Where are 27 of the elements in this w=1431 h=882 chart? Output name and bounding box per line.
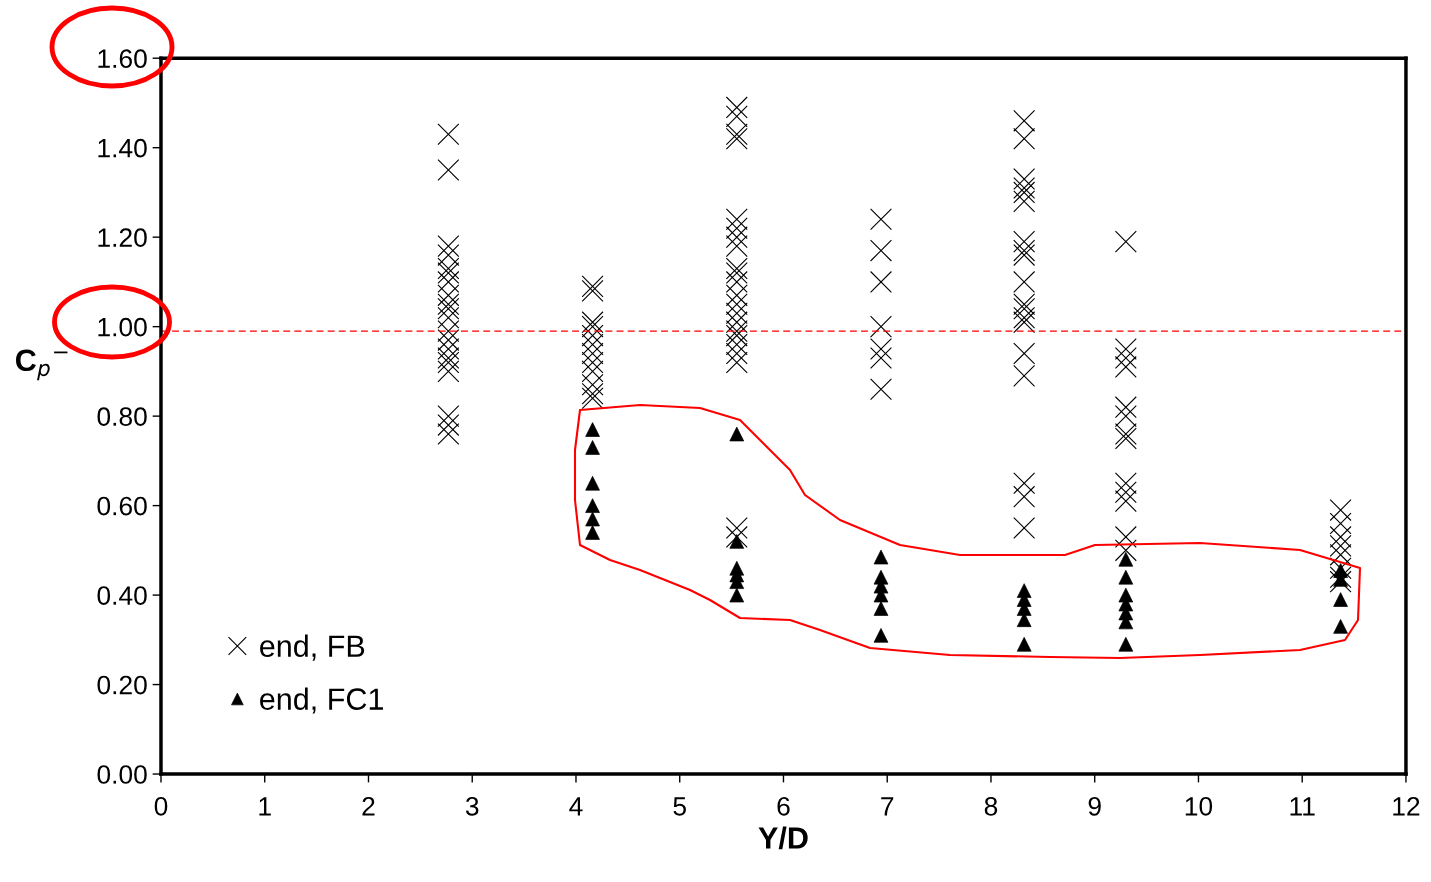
y-tick-label: 0.60 — [97, 496, 147, 516]
x-tick-label: 11 — [1290, 797, 1315, 816]
x-tick-label: 4 — [569, 797, 583, 816]
y-tick-label: 1.40 — [98, 138, 147, 158]
y-tick-label: 1.20 — [98, 228, 147, 247]
x-tick-label: 7 — [881, 797, 894, 816]
y-axis-title: C$_{p}$$^{−}$ — [16, 349, 68, 381]
y-tick-label: 0.80 — [97, 407, 147, 426]
point — [1333, 592, 1348, 607]
x-tick-label: 2 — [362, 796, 375, 816]
x-tick-label: 12 — [1393, 796, 1420, 816]
y-tick-label: 0.40 — [97, 586, 147, 605]
legend-label: end, FC1 — [260, 687, 383, 714]
x-tick-label: 0 — [154, 796, 168, 816]
x-tick-label: 9 — [1088, 796, 1101, 816]
y-tick-label: 1.00 — [98, 317, 147, 337]
y-tick-label: 0.20 — [97, 675, 147, 695]
x-tick-label: 6 — [777, 796, 790, 816]
x-tick-label: 8 — [984, 796, 998, 816]
y-tick-label: 1.60 — [98, 49, 147, 69]
x-axis-title: Y/D — [758, 826, 808, 850]
x-tick-label: 10 — [1185, 796, 1213, 816]
x-tick-label: 5 — [673, 797, 686, 816]
x-tick-label: 3 — [465, 796, 479, 816]
x-tick-label: 1 — [259, 797, 271, 816]
y-tick-label: 0.00 — [97, 765, 147, 784]
legend-label: end, FB — [260, 634, 365, 661]
